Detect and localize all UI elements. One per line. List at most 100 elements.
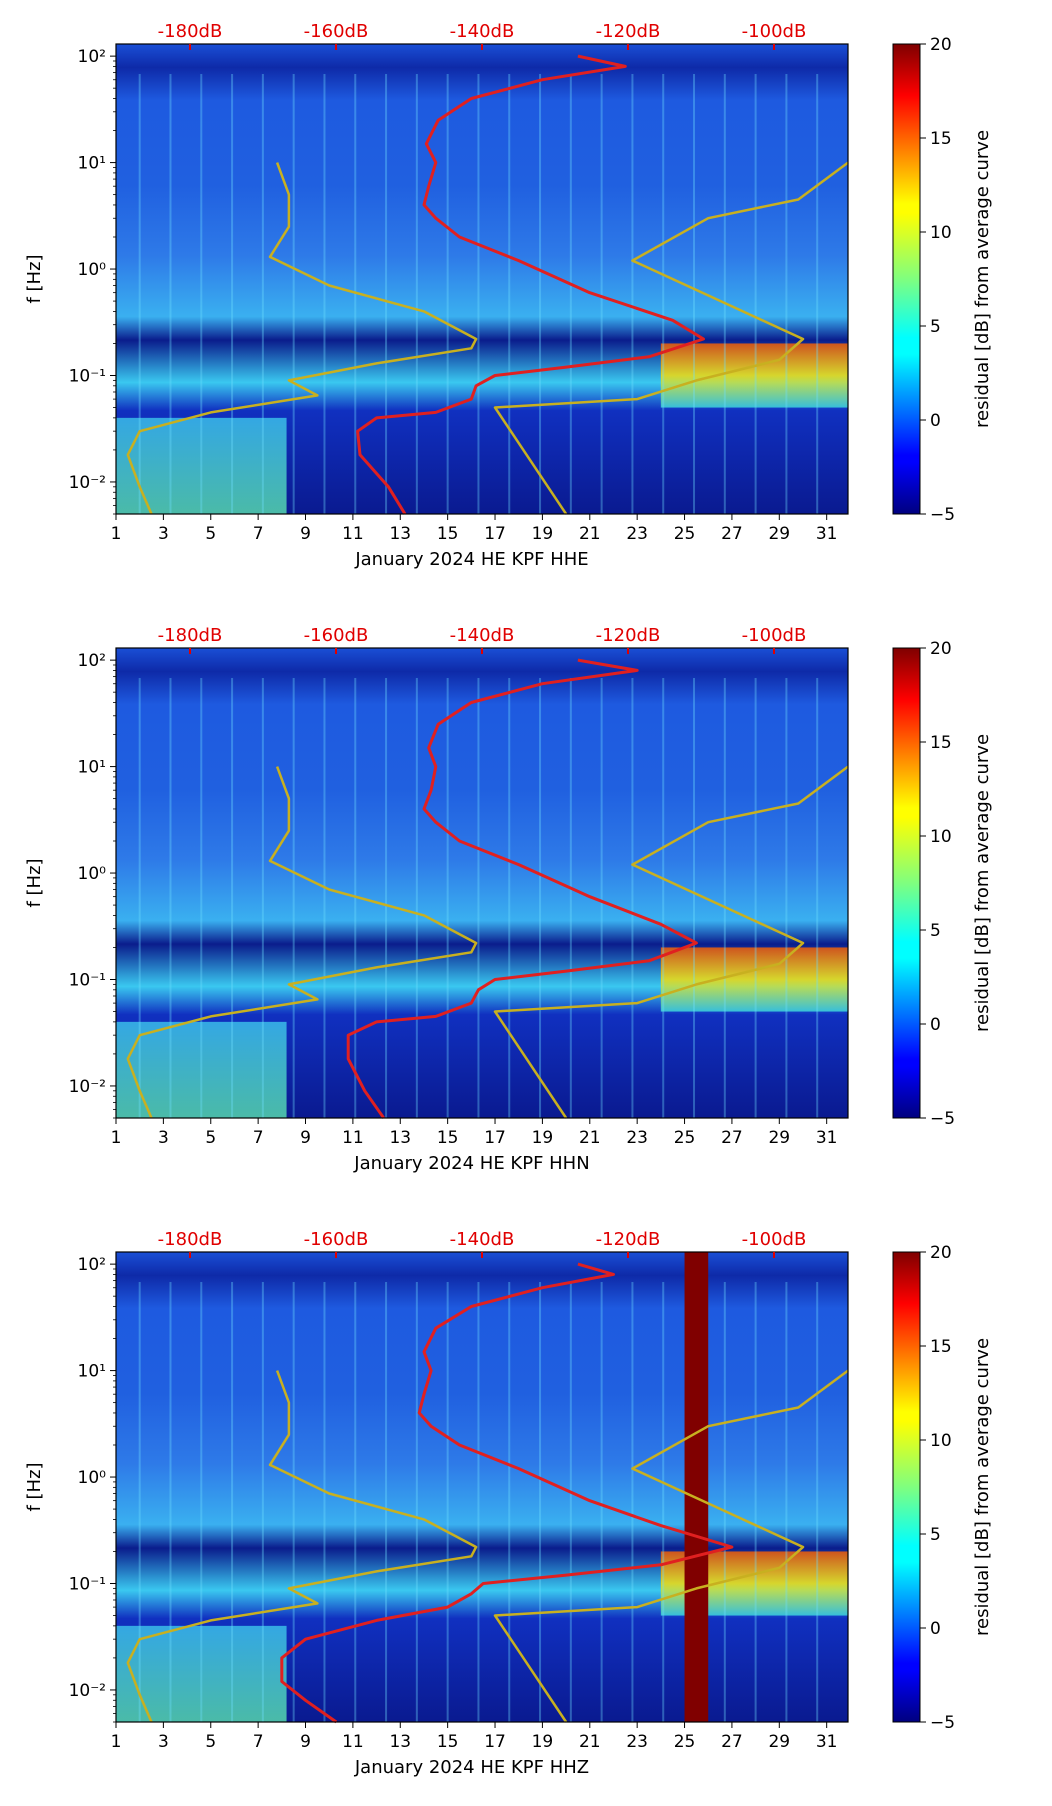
percentile-curve-curve [356,54,705,515]
x-tick-label: 7 [253,524,264,544]
x-tick-label: 17 [484,1732,506,1752]
x-tick-label: 19 [532,524,554,544]
x-tick-label: 13 [389,1128,411,1148]
colorbar-tick-label: 0 [930,1015,941,1035]
x-tick-label: 15 [437,1732,459,1752]
x-tick-label: 13 [389,524,411,544]
y-tick-label: 10² [78,651,106,671]
y-tick-label: 10² [78,1255,106,1275]
x-tick-label: 25 [674,1128,696,1148]
x-tick-label: 11 [342,1732,364,1752]
x-tick-label: 13 [389,1732,411,1752]
x-tick-label: 5 [205,1732,216,1752]
y-tick-label: 10⁻¹ [69,970,106,990]
x-tick-label: 23 [626,1732,648,1752]
y-axis-label: f [Hz] [24,254,45,303]
x-tick-label: 25 [674,1732,696,1752]
x-tick-label: 31 [816,524,838,544]
nhnm-curve [493,161,849,515]
x-axis-label: January 2024 HE KPF HHN [353,1153,589,1174]
x-tick-label: 5 [205,1128,216,1148]
x-tick-label: 23 [626,1128,648,1148]
colorbar-label: residual [dB] from average curve [972,130,993,428]
colorbar-tick-label: −5 [930,1109,955,1129]
y-tick-label: 10¹ [78,1362,106,1382]
colorbar [892,1251,921,1723]
colorbar-tick-label: 10 [930,1431,952,1451]
x-tick-label: 21 [579,1732,601,1752]
x-tick-label: 29 [768,1128,790,1148]
colorbar-tick-label: 5 [930,1525,941,1545]
colorbar-tick-label: 0 [930,411,941,431]
x-tick-label: 1 [111,1732,122,1752]
x-tick-label: 29 [768,524,790,544]
db-scale-label: -120dB [596,1229,661,1250]
x-tick-label: 1 [111,1128,122,1148]
spectrogram-hot-band [660,947,848,1012]
y-axis-label: f [Hz] [24,1462,45,1511]
x-tick-label: 9 [300,524,311,544]
db-scale-label: -160dB [304,625,369,646]
x-tick-label: 3 [158,1732,169,1752]
nlnm-curve [126,162,478,515]
colorbar-label: residual [dB] from average curve [972,1338,993,1636]
colorbar-tick-label: 10 [930,827,952,847]
db-scale-label: -180dB [158,21,223,42]
x-tick-label: 21 [579,524,601,544]
x-axis-label: January 2024 HE KPF HHE [354,549,588,570]
x-tick-label: 17 [484,1128,506,1148]
y-tick-label: 10¹ [78,154,106,174]
x-tick-label: 19 [532,1732,554,1752]
x-tick-label: 27 [721,1128,743,1148]
db-scale-label: -180dB [158,625,223,646]
db-scale-label: -140dB [450,625,515,646]
y-tick-label: 10⁻¹ [69,366,106,386]
x-tick-label: 7 [253,1732,264,1752]
percentile-curve-curve [280,1262,734,1724]
y-tick-label: 10⁰ [78,1468,107,1488]
y-tick-label: 10⁻² [69,473,106,493]
db-scale-label: -120dB [596,625,661,646]
nlnm-curve [126,766,478,1119]
x-tick-label: 11 [342,1128,364,1148]
x-tick-label: 23 [626,524,648,544]
y-tick-label: 10⁰ [78,864,107,884]
percentile-curve-curve [346,658,698,1119]
x-tick-label: 27 [721,1732,743,1752]
colorbar-tick-label: 15 [930,733,952,753]
x-tick-label: 29 [768,1732,790,1752]
colorbar [892,43,921,515]
colorbar-tick-label: 5 [930,921,941,941]
x-tick-label: 7 [253,1128,264,1148]
colorbar-tick-label: 20 [930,639,952,659]
colorbar [892,647,921,1119]
db-scale-label: -100dB [742,21,807,42]
y-tick-label: 10⁻¹ [69,1574,106,1594]
y-tick-label: 10⁻² [69,1681,106,1701]
x-tick-label: 31 [816,1128,838,1148]
colorbar-tick-label: 15 [930,129,952,149]
x-tick-label: 9 [300,1732,311,1752]
nhnm-curve [493,765,849,1119]
db-scale-label: -140dB [450,21,515,42]
y-axis-label: f [Hz] [24,858,45,907]
db-scale-label: -100dB [742,1229,807,1250]
colorbar-label: residual [dB] from average curve [972,734,993,1032]
spectrogram-hot-band [660,343,848,408]
x-tick-label: 9 [300,1128,311,1148]
colorbar-tick-label: −5 [930,505,955,525]
db-scale-label: -100dB [742,625,807,646]
x-tick-label: 1 [111,524,122,544]
colorbar-tick-label: 10 [930,223,952,243]
db-scale-label: -160dB [304,1229,369,1250]
x-axis-label: January 2024 HE KPF HHZ [354,1757,589,1778]
x-tick-label: 31 [816,1732,838,1752]
colorbar-tick-label: 5 [930,317,941,337]
x-tick-label: 11 [342,524,364,544]
colorbar-tick-label: 0 [930,1619,941,1639]
x-tick-label: 21 [579,1128,601,1148]
x-tick-label: 15 [437,1128,459,1148]
x-tick-label: 15 [437,524,459,544]
colorbar-tick-label: 20 [930,1243,952,1263]
